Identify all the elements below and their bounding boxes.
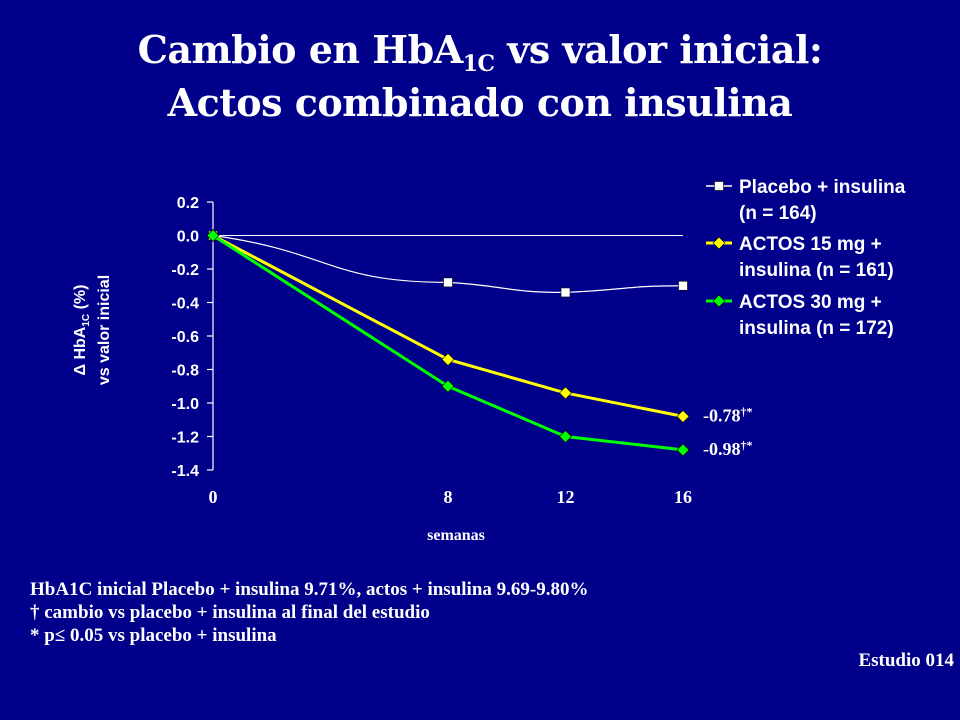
x-axis-label: semanas xyxy=(427,527,485,544)
y-tick-label: -0.6 xyxy=(171,329,199,346)
series-1 xyxy=(208,230,688,298)
data-point xyxy=(678,280,688,291)
y-tick-label: 0.0 xyxy=(177,229,199,246)
x-tick-labels: 0 8 12 16 xyxy=(209,487,693,507)
x-tick-label: 8 xyxy=(444,487,453,507)
annotation-value: -0.78 xyxy=(703,405,741,425)
annotation-superscript: †* xyxy=(741,438,753,452)
y-tick-label: -0.8 xyxy=(171,363,199,380)
legend-label-line-1: Placebo + insulina xyxy=(739,177,906,198)
data-point xyxy=(676,443,690,457)
page-title-line-2: Actos combinado con insulina xyxy=(167,80,793,125)
series-line xyxy=(212,234,684,294)
legend-swatch-marker xyxy=(712,294,726,308)
legend-label-line-2: insulina (n = 161) xyxy=(739,260,894,281)
legend-label-line-2: (n = 164) xyxy=(739,203,817,224)
annotation-superscript: †* xyxy=(741,404,753,418)
y-tick-label: -0.2 xyxy=(171,262,199,279)
annotation-value: -0.98 xyxy=(703,439,741,459)
y-label-prefix: Δ HbA xyxy=(72,326,89,375)
legend-label-line-1: ACTOS 15 mg + xyxy=(739,234,882,255)
series-3 xyxy=(206,229,690,457)
y-tick-labels: 0.2 0.0 -0.2 -0.4 -0.6 -0.8 -1.0 -1.2 -1.4 xyxy=(171,195,199,480)
series-2 xyxy=(206,229,690,423)
series-line xyxy=(212,234,684,418)
data-point xyxy=(676,409,690,423)
y-axis-label-line-2: vs valor inicial xyxy=(96,275,113,385)
y-tick-label: -1.0 xyxy=(171,396,199,413)
legend-label-line-2: insulina (n = 172) xyxy=(739,318,894,339)
y-label-subscript: 1C xyxy=(81,314,92,327)
chart-axes xyxy=(207,201,683,471)
legend-entry-1: Placebo + insulina (n = 164) xyxy=(706,177,906,224)
chart-annotations: -0.78†*-0.98†* xyxy=(703,404,753,459)
data-point xyxy=(441,353,455,366)
data-point xyxy=(560,287,571,298)
y-tick-label: 0.2 xyxy=(177,195,199,212)
y-tick-label: -1.2 xyxy=(171,430,199,447)
footnote-baseline: HbA1C inicial Placebo + insulina 9.71%, … xyxy=(30,579,589,600)
title-prefix: Cambio en HbA xyxy=(137,27,464,72)
x-tick-label: 0 xyxy=(209,487,218,507)
footnote-dagger: † cambio vs placebo + insulina al final … xyxy=(30,602,430,623)
annotation-label: -0.78†* xyxy=(703,404,753,425)
legend-label-line-1: ACTOS 30 mg + xyxy=(739,292,882,313)
annotation-label: -0.98†* xyxy=(703,438,753,459)
y-axis-label-line-1: Δ HbA1C (%) xyxy=(72,285,92,376)
legend-swatch-marker xyxy=(714,181,724,191)
study-label: Estudio 014 xyxy=(858,650,954,671)
title-subscript: 1C xyxy=(462,51,495,77)
series-line xyxy=(212,234,684,452)
data-point xyxy=(441,379,455,393)
data-point xyxy=(206,229,220,242)
chart-legend: Placebo + insulina (n = 164) ACTOS 15 mg +… xyxy=(706,177,906,339)
title-suffix: vs valor inicial: xyxy=(494,27,823,72)
footnote-asterisk: * p≤ 0.05 vs placebo + insulina xyxy=(30,625,277,646)
y-tick-label: -1.4 xyxy=(171,463,199,480)
data-point xyxy=(559,386,572,400)
y-tick-label: -0.4 xyxy=(171,296,199,313)
x-tick-label: 12 xyxy=(557,487,575,507)
chart-series xyxy=(206,229,690,457)
y-label-suffix: (%) xyxy=(72,285,89,314)
x-tick-label: 16 xyxy=(674,487,692,507)
legend-swatch-marker xyxy=(712,236,726,250)
legend-entry-2: ACTOS 15 mg + insulina (n = 161) xyxy=(706,234,894,281)
data-point xyxy=(559,430,572,443)
y-axis-label: Δ HbA1C (%) vs valor inicial xyxy=(72,275,113,385)
page-title-line-1: Cambio en HbA1C vs valor inicial: xyxy=(0,27,960,75)
data-point xyxy=(443,277,453,288)
legend-entry-3: ACTOS 30 mg + insulina (n = 172) xyxy=(706,292,894,339)
footnotes: HbA1C inicial Placebo + insulina 9.71%, … xyxy=(30,578,670,647)
